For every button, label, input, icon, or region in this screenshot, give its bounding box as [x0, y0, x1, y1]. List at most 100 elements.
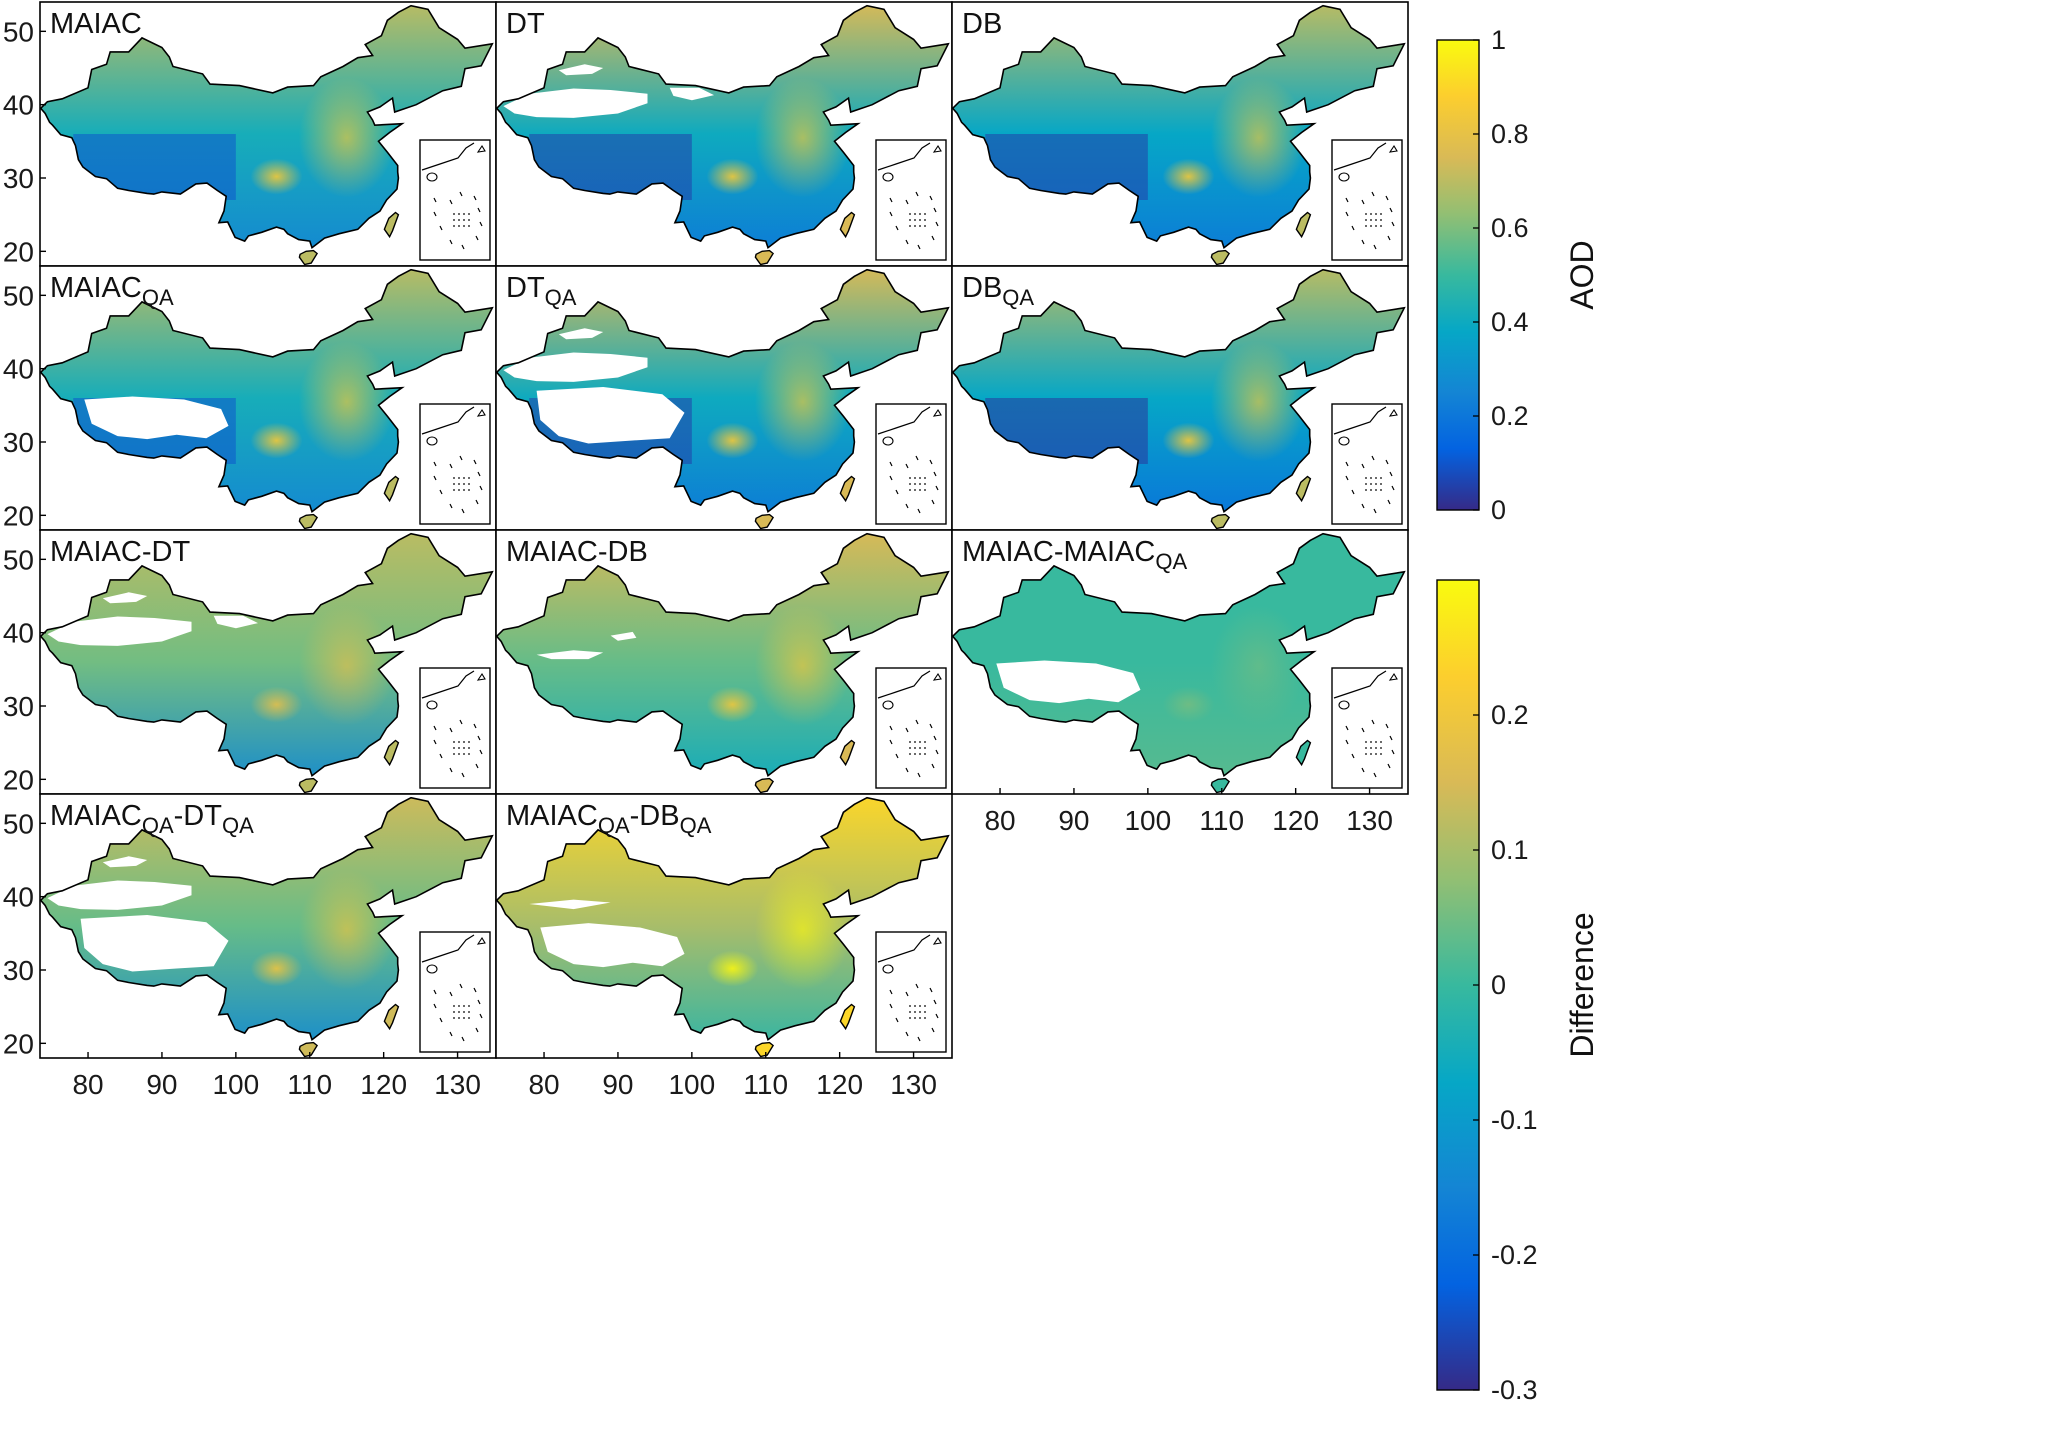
south-china-sea-inset: [1331, 667, 1403, 789]
map-panel: MAIACQA-DBQA 80 90 100 110 120 130: [495, 793, 953, 1100]
lon-tick-label: 80: [72, 1069, 103, 1100]
colorbar-tick-label: 1: [1491, 25, 1506, 55]
island-outline: [839, 1003, 856, 1031]
lon-tick-label: 80: [528, 1069, 559, 1100]
lon-tick-label: 130: [434, 1069, 481, 1100]
colorbar-tick-label: 0.2: [1491, 700, 1529, 730]
map-panel: DBQA: [951, 265, 1409, 531]
country-border: [951, 4, 1406, 250]
country-border: [39, 532, 494, 778]
colorbar-ramp: [1436, 39, 1480, 511]
island-outline: [383, 1003, 400, 1031]
no-retrieval-mask: [996, 660, 1141, 704]
lon-tick-label: 110: [1199, 805, 1244, 836]
lon-tick-label: 120: [816, 1069, 863, 1100]
no-retrieval-mask: [213, 615, 258, 629]
country-border: [495, 268, 950, 514]
south-china-sea-inset: [419, 403, 491, 525]
south-china-sea-inset: [875, 931, 947, 1053]
no-retrieval-mask: [558, 328, 604, 340]
colorbar-tick-label: -0.1: [1491, 1105, 1538, 1135]
island-outline: [839, 211, 856, 239]
no-retrieval-mask: [610, 631, 637, 641]
island-outline: [1210, 513, 1231, 530]
south-china-sea-inset: [1331, 139, 1403, 261]
island-outline: [298, 249, 319, 266]
colorbar-tick-label: 0.8: [1491, 119, 1529, 149]
no-retrieval-mask: [47, 616, 192, 646]
island-outline: [1210, 777, 1231, 794]
island-outline: [754, 513, 775, 530]
south-china-sea-inset: [419, 139, 491, 261]
map-panel: MAIACQA-DTQA 20 30 40 50 80 90 100 110 120 130: [3, 793, 497, 1100]
panel-title: MAIACQA-DTQA: [50, 800, 254, 838]
lat-tick-label: 40: [3, 882, 34, 913]
no-retrieval-mask: [503, 352, 648, 382]
lon-tick-label: 130: [890, 1069, 937, 1100]
south-china-sea-inset: [875, 403, 947, 525]
colorbar-tick-label: -0.2: [1491, 1240, 1538, 1270]
map-panel: MAIAC-DB: [495, 529, 953, 795]
lat-tick-label: 30: [3, 163, 34, 194]
island-outline: [298, 513, 319, 530]
no-retrieval-mask: [102, 592, 148, 604]
colorbar-tick-label: 0.1: [1491, 835, 1529, 865]
lat-tick-label: 50: [3, 16, 34, 47]
panel-title: DT: [506, 8, 545, 40]
lat-tick-label: 20: [3, 1028, 34, 1059]
island-outline: [754, 1041, 775, 1058]
colorbar-ramp: [1436, 579, 1480, 1391]
island-outline: [298, 1041, 319, 1058]
island-outline: [1295, 211, 1312, 239]
lon-tick-label: 120: [1272, 805, 1319, 836]
panel-title: DB: [962, 8, 1002, 40]
colorbar-tick-label: 0.4: [1491, 307, 1529, 337]
island-outline: [839, 475, 856, 503]
lon-tick-label: 90: [146, 1069, 177, 1100]
map-panel: DT: [495, 1, 953, 267]
difference-colorbar: -0.3 -0.2 -0.1 0 0.1 0.2 Difference: [1436, 579, 1600, 1405]
no-retrieval-mask: [80, 915, 229, 972]
map-panel: MAIACQA 20 30 40 50: [3, 265, 497, 531]
lon-tick-label: 80: [984, 805, 1015, 836]
lat-tick-label: 40: [3, 354, 34, 385]
country-border: [495, 532, 950, 778]
no-retrieval-mask: [540, 923, 685, 968]
lat-tick-label: 40: [3, 618, 34, 649]
south-china-sea-inset: [419, 667, 491, 789]
south-china-sea-inset: [875, 667, 947, 789]
lon-tick-label: 90: [602, 1069, 633, 1100]
map-panel: MAIAC 20 30 40 50: [3, 1, 497, 267]
island-outline: [298, 777, 319, 794]
island-outline: [383, 739, 400, 767]
island-outline: [1295, 739, 1312, 767]
lon-tick-label: 120: [360, 1069, 407, 1100]
lat-tick-label: 50: [3, 544, 34, 575]
island-outline: [383, 475, 400, 503]
map-panel: MAIAC-MAIACQA 80 90 100 110 120 130: [951, 529, 1409, 836]
no-retrieval-mask: [47, 880, 192, 910]
island-outline: [839, 739, 856, 767]
no-retrieval-mask: [536, 387, 685, 444]
colorbar-group: 0 0.2 0.4 0.6 0.8 1 AOD -0.3 -0.2 -0.1 0 0.1 0.2 Diff…: [1436, 25, 1600, 1405]
island-outline: [754, 777, 775, 794]
south-china-sea-inset: [1331, 403, 1403, 525]
panel-title: MAIACQA-DBQA: [506, 800, 712, 838]
map-panel: DB: [951, 1, 1409, 267]
panel-title: DTQA: [506, 272, 577, 310]
panel-title: DBQA: [962, 272, 1034, 310]
south-china-sea-inset: [419, 931, 491, 1053]
panel-title: MAIAC-DB: [506, 536, 648, 568]
lon-tick-label: 100: [212, 1069, 259, 1100]
lon-tick-label: 110: [743, 1069, 788, 1100]
lon-tick-label: 130: [1346, 805, 1393, 836]
country-border: [39, 796, 494, 1042]
lon-tick-label: 100: [668, 1069, 715, 1100]
lat-tick-label: 20: [3, 764, 34, 795]
panel-title: MAIACQA: [50, 272, 174, 310]
colorbar-label: Difference: [1564, 912, 1600, 1057]
no-retrieval-mask: [558, 64, 604, 76]
island-outline: [383, 211, 400, 239]
lat-tick-label: 20: [3, 236, 34, 267]
